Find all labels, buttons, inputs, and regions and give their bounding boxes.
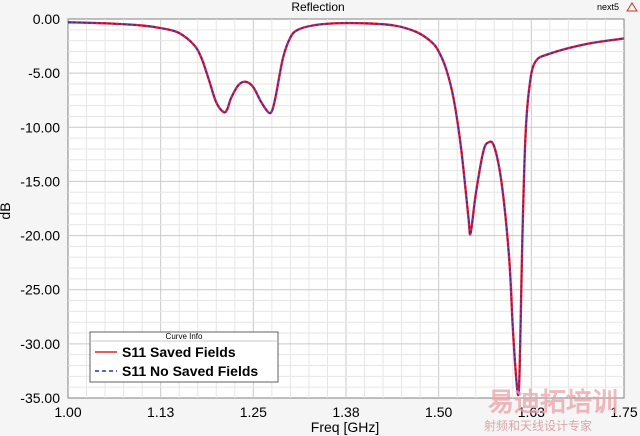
y-tick-labels: 0.00 -5.00 -10.00 -15.00 -20.00 -25.00 -30.00 -… (20, 11, 60, 406)
watermark: 易迪拓培训 射频和天线设计专家 (484, 388, 618, 433)
y-tick-label: 0.00 (33, 11, 60, 27)
legend-entry-saved-fields: S11 Saved Fields (122, 344, 236, 360)
x-tick-label: 1.50 (425, 404, 452, 420)
x-tick-label: 1.38 (332, 404, 359, 420)
x-axis-title: Freq [GHz] (311, 419, 379, 435)
y-tick-label: -10.00 (20, 119, 60, 135)
series-line-no-saved-fields (67, 21, 625, 396)
y-tick-label: -5.00 (28, 65, 60, 81)
warning-triangle-icon (626, 2, 638, 12)
legend[interactable]: Curve Info S11 Saved Fields S11 No Saved… (89, 331, 279, 383)
series-layer (67, 21, 625, 397)
y-tick-label: -20.00 (20, 228, 60, 244)
watermark-sub-text: 射频和天线设计专家 (484, 418, 592, 433)
x-tick-label: 1.00 (54, 404, 81, 420)
x-tick-label: 1.63 (518, 404, 545, 420)
x-tick-label: 1.75 (610, 404, 637, 420)
legend-title: Curve Info (166, 332, 203, 341)
x-tick-label: 1.25 (240, 404, 267, 420)
y-tick-label: -30.00 (20, 336, 60, 352)
corner-tag: next5 (597, 2, 619, 12)
y-tick-label: -35.00 (20, 390, 60, 406)
x-tick-label: 1.13 (147, 404, 174, 420)
y-axis-title: dB (0, 202, 13, 219)
y-tick-label: -25.00 (20, 282, 60, 298)
x-tick-labels: 1.00 1.13 1.25 1.38 1.50 1.63 1.75 (54, 404, 637, 420)
legend-entry-no-saved-fields: S11 No Saved Fields (122, 363, 258, 379)
watermark-main-text: 易迪拓培训 (488, 388, 618, 418)
y-tick-label: -15.00 (20, 173, 60, 189)
chart-title: Reflection (291, 0, 344, 14)
legend-box (89, 331, 279, 383)
